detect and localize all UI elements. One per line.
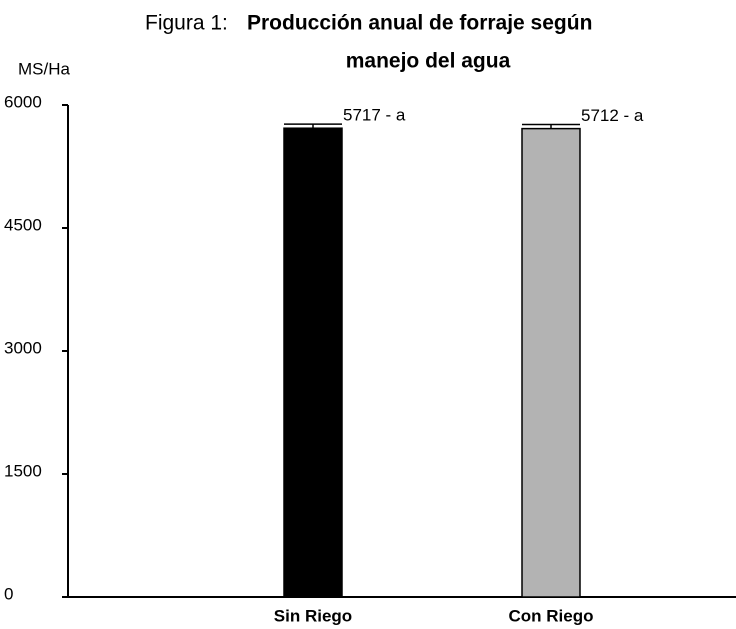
chart-title: Producción anual de forraje según <box>247 12 592 35</box>
y-tick-label: 6000 <box>4 92 42 111</box>
chart-title-line2: manejo del agua <box>346 50 511 73</box>
y-axis-label: MS/Ha <box>18 59 71 78</box>
y-tick-label: 3000 <box>4 338 42 357</box>
chart-title-prefix: Figura 1: <box>145 12 228 35</box>
x-tick-label: Con Riego <box>509 606 594 625</box>
value-label: 5717 - a <box>343 106 406 125</box>
y-tick-label: 0 <box>4 584 13 603</box>
y-tick-label: 4500 <box>4 215 42 234</box>
x-tick-label: Sin Riego <box>274 606 352 625</box>
bar <box>521 127 581 598</box>
y-tick-label: 1500 <box>4 461 42 480</box>
value-label: 5712 - a <box>581 106 644 125</box>
bar <box>283 127 343 598</box>
